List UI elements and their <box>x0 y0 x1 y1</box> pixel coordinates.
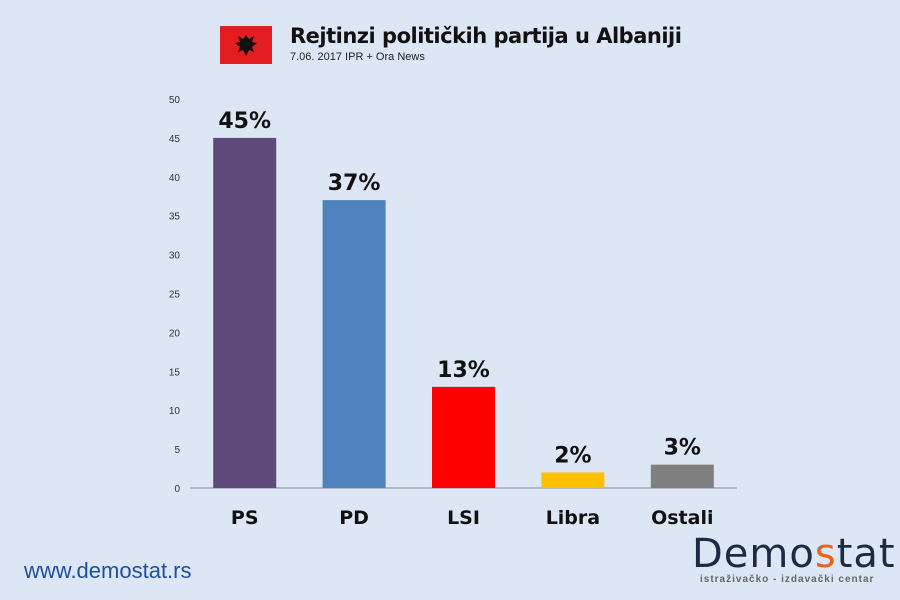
bar-libra <box>541 472 605 488</box>
y-tick-label: 10 <box>169 406 181 417</box>
bar-lsi <box>432 386 495 488</box>
category-label: PD <box>339 507 369 529</box>
data-label: 13% <box>437 358 490 383</box>
bar-ostali <box>650 464 714 488</box>
albania-flag-icon <box>220 26 272 64</box>
bar-ps <box>213 137 277 488</box>
y-tick-label: 25 <box>169 290 181 301</box>
category-label: PS <box>231 507 259 529</box>
data-label: 2% <box>554 443 591 468</box>
demostat-logo: Demostat istraživačko - izdavački centar <box>692 531 896 585</box>
y-tick-label: 0 <box>174 484 180 495</box>
y-tick-label: 45 <box>169 134 181 145</box>
y-tick-label: 30 <box>169 251 181 262</box>
y-tick-label: 20 <box>169 328 181 339</box>
y-tick-label: 15 <box>169 367 181 378</box>
chart-title: Rejtinzi političkih partija u Albaniji <box>290 24 682 48</box>
y-tick-label: 35 <box>169 212 181 223</box>
y-tick-label: 40 <box>169 173 181 184</box>
data-label: 3% <box>664 436 701 461</box>
y-tick-label: 5 <box>174 445 180 456</box>
category-label: LSI <box>447 507 480 529</box>
category-label: Ostali <box>651 507 713 529</box>
y-tick-label: 50 <box>169 95 181 106</box>
chart-subtitle: 7.06. 2017 IPR + Ora News <box>290 51 425 63</box>
data-label: 37% <box>328 171 381 196</box>
website-link[interactable]: www.demostat.rs <box>24 558 192 583</box>
category-label: Libra <box>546 507 600 529</box>
bar-pd <box>322 200 386 488</box>
data-label: 45% <box>218 109 271 134</box>
